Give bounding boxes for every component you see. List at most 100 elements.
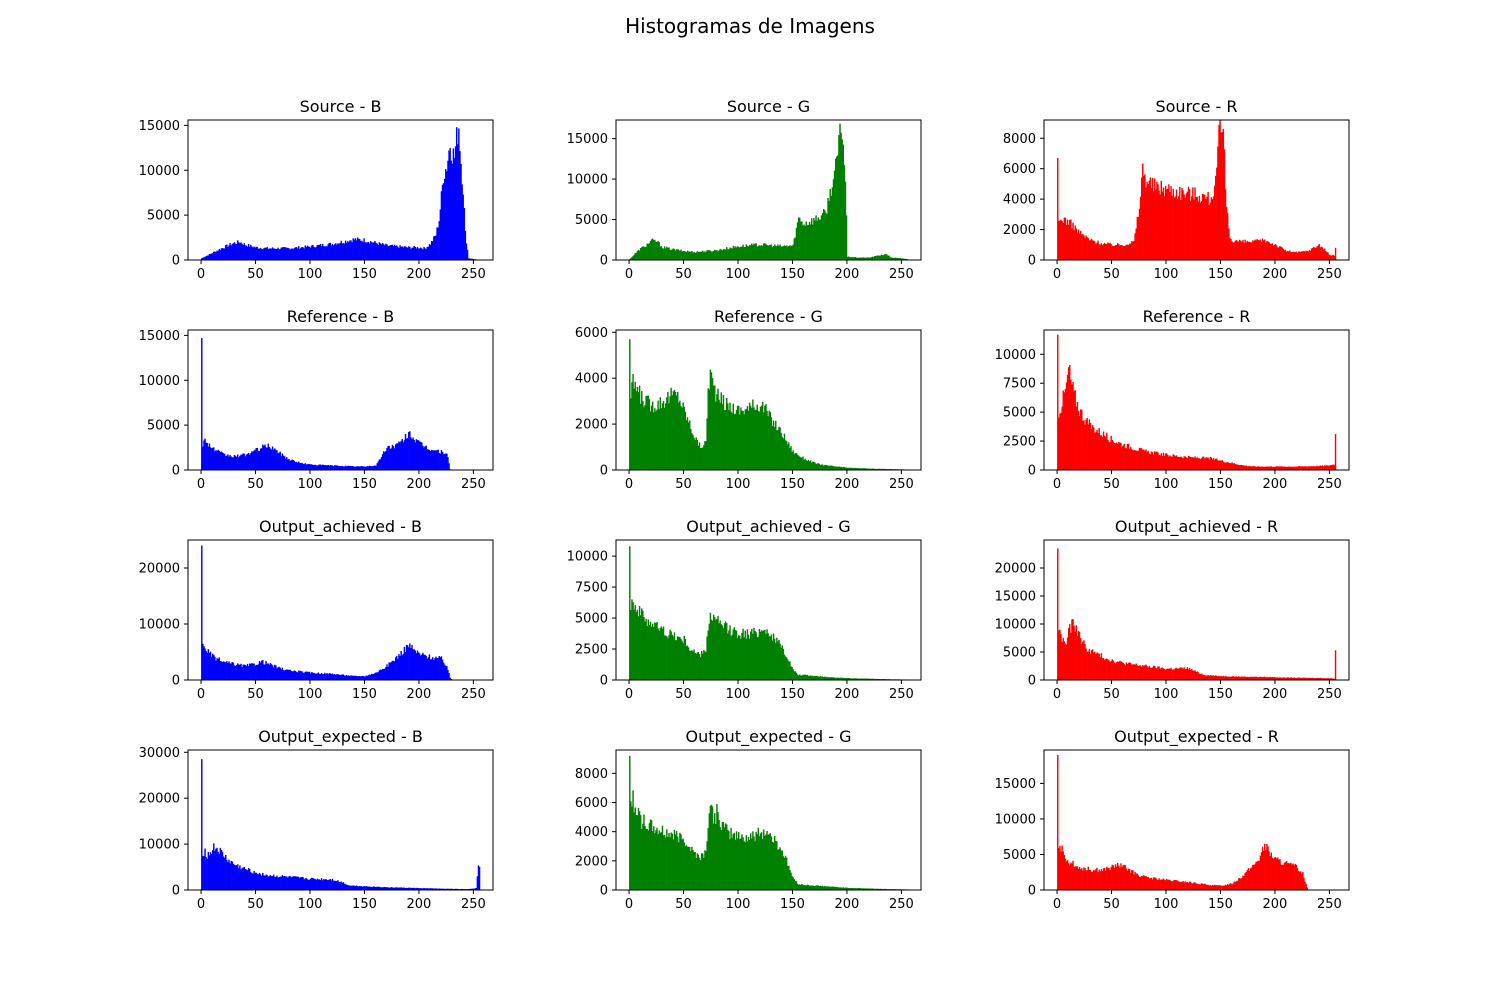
histogram-bar [1218,124,1220,260]
histogram-bar [655,623,657,680]
histogram-bar [824,464,826,470]
histogram-bar [1191,196,1193,260]
histogram-bar [414,442,417,470]
histogram-bar [372,674,374,680]
histogram-bar [406,645,409,680]
histogram-bar [692,651,694,680]
histogram-bar [303,672,305,680]
histogram-bar [772,420,775,470]
x-tick-label: 150 [1208,477,1233,492]
histogram-bar [1176,198,1179,260]
histogram-bar [242,664,244,680]
histogram-bar [647,244,650,260]
histogram-bar [1151,667,1154,680]
histogram-bar [740,638,742,680]
histogram-bar [691,433,693,470]
histogram-bar [1079,869,1082,890]
histogram-bar [785,441,788,470]
histogram-bar [345,466,348,470]
histogram-bar [1150,451,1153,470]
histogram-bar [721,625,724,680]
histogram-bar [690,650,692,680]
histogram-bar [1160,667,1162,680]
histogram-bar [476,876,479,890]
histogram-bar [1221,885,1223,890]
histogram-bar [307,671,310,680]
histogram-panel: Output_achieved - R0 50 100 150 200 250050001… [995,517,1350,702]
histogram-bar [349,675,351,680]
histogram-bar [1106,658,1108,680]
histogram-bar [1311,466,1314,470]
histogram-bar [633,388,635,470]
histogram-bar [1280,466,1282,470]
histogram-bar [440,888,443,890]
histogram-bar [1174,668,1177,680]
histogram-bar [759,406,762,470]
y-tick-label: 15000 [139,119,180,134]
histogram-bar [1111,659,1113,680]
histogram-bar [461,184,463,260]
histogram-bar [857,468,860,470]
x-tick-label: 150 [1208,687,1233,702]
histogram-bar [446,453,448,470]
histogram-bar [822,465,825,470]
histogram-bar [723,827,726,890]
histogram-bar [368,674,371,680]
x-tick-label: 250 [889,477,914,492]
histogram-bar [1206,196,1208,260]
histogram-bar [332,880,335,890]
histogram-bar [1183,194,1185,260]
histogram-bar [1295,251,1298,260]
histogram-bar [834,466,837,470]
histogram-bar [218,450,220,470]
histogram-bar [272,874,275,890]
histogram-bar [1060,219,1062,260]
axes-frame [1043,119,1350,261]
histogram-bar [417,652,420,680]
histogram-bar [1211,459,1214,470]
histogram-bar [700,447,703,470]
histogram-bar [694,252,696,260]
histogram-bar [852,468,854,470]
histogram-bar [338,243,340,260]
histogram-bar [1167,454,1169,470]
histogram-bar [830,195,833,260]
histogram-bar [218,657,220,680]
histogram-bar [1218,460,1220,470]
histogram-bar [776,246,778,260]
histogram-bar [287,459,289,470]
histogram-bar [793,671,795,680]
histogram-bar [216,847,218,890]
histogram-bar [1212,675,1215,680]
histogram-bar [771,841,774,890]
histogram-bar [1316,678,1318,680]
histogram-bar [694,653,696,680]
histogram-bar [791,451,793,470]
histogram-bar [1204,675,1206,680]
histogram-bar [1147,667,1149,680]
histogram-bar [388,662,390,680]
histogram-bar [674,391,677,470]
x-tick-label: 100 [298,477,323,492]
histogram-bar [743,637,745,680]
histogram-bar [367,466,370,470]
histogram-bar [1236,241,1239,260]
histogram-bar [839,466,841,470]
histogram-bar [289,249,291,260]
histogram-bar [1138,876,1141,890]
histogram-bar [810,218,813,260]
histogram-bar [1285,251,1288,260]
histogram-bar [634,253,636,260]
histogram-bar [747,410,750,470]
histogram-bar [215,660,217,680]
histogram-bar [1124,447,1127,470]
histogram-bar [818,219,821,260]
histogram-bar [672,248,675,260]
histogram-bar [867,468,870,470]
histogram-bar [214,850,216,890]
histogram-bar [1075,228,1078,260]
histogram-bar [1234,881,1237,890]
histogram-bar [1082,234,1084,260]
histogram-bar [1333,255,1336,260]
histogram-bar [232,457,235,470]
